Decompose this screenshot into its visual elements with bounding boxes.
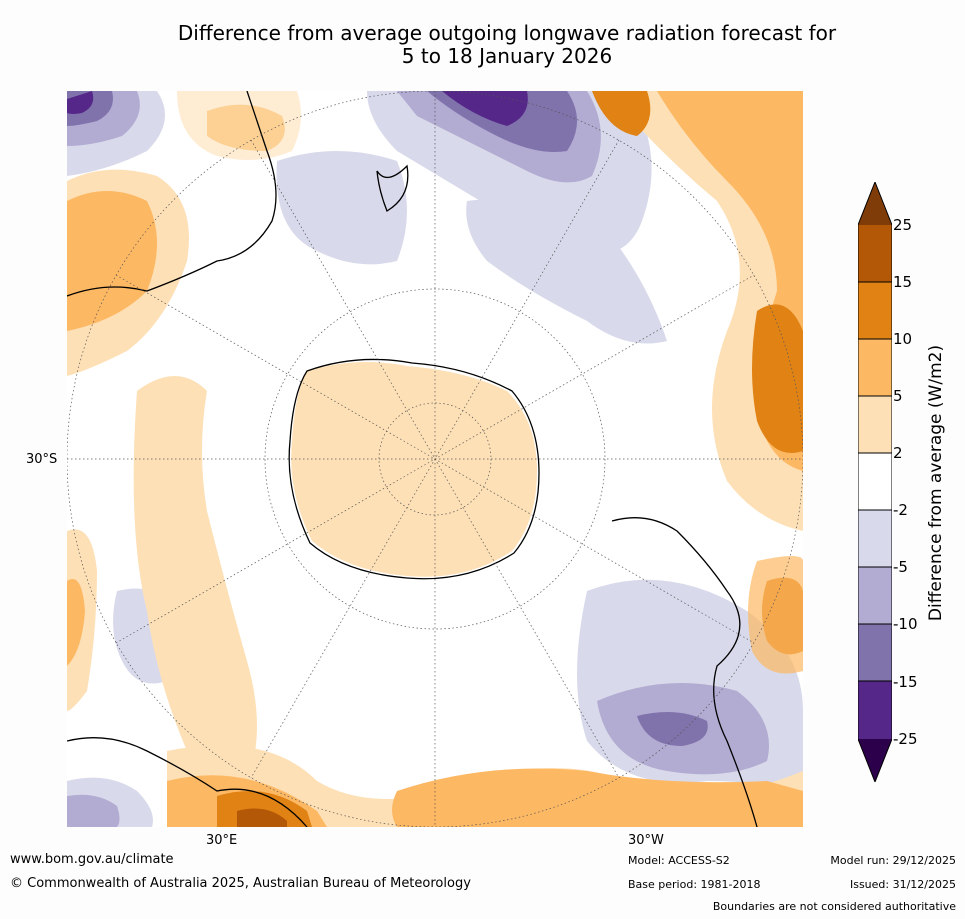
graticule xyxy=(67,91,803,827)
footer-model: Model: ACCESS-S2 xyxy=(628,854,730,867)
lon-label-30e: 30°E xyxy=(206,833,238,848)
colorbar-tick-25: 25 xyxy=(893,216,913,234)
colorbar-tick-10: 10 xyxy=(893,330,913,348)
positive-anomaly-layer xyxy=(67,91,803,827)
colorbar-bin-m15-m25 xyxy=(858,681,892,739)
antarctica-coast xyxy=(288,358,540,580)
colorbar-title: Difference from average (W/m2) xyxy=(926,344,946,622)
colorbar-bin-10-15 xyxy=(858,282,892,339)
purple-region-tasman xyxy=(276,151,407,265)
new-zealand-coast xyxy=(376,164,409,212)
footer-base-period: Base period: 1981-2018 xyxy=(628,878,761,891)
footer-disclaimer: Boundaries are not considered authoritat… xyxy=(712,900,956,913)
australia-coast xyxy=(67,91,277,297)
south-america-coast xyxy=(611,517,758,827)
colorbar xyxy=(858,182,892,782)
colorbar-bin-15-25 xyxy=(858,225,892,282)
colorbar-bin-m5-m10 xyxy=(858,567,892,624)
footer-model-run: Model run: 29/12/2025 xyxy=(830,854,956,867)
footer-issued: Issued: 31/12/2025 xyxy=(849,878,956,891)
olr-anomaly-map xyxy=(67,91,803,827)
parallel-circle-middle xyxy=(264,288,606,630)
footer-copyright: © Commonwealth of Australia 2025, Austra… xyxy=(10,876,471,891)
colorbar-tick-5: 5 xyxy=(893,387,903,405)
colorbar-tick-2: 2 xyxy=(893,444,903,462)
colorbar-bin-5-10 xyxy=(858,339,892,396)
colorbar-tick-m10: -10 xyxy=(893,615,918,633)
colorbar-top-arrow xyxy=(858,182,892,225)
coastlines xyxy=(67,91,758,827)
title-line-1: Difference from average outgoing longwav… xyxy=(177,21,837,45)
lat-label-30s: 30°S xyxy=(26,452,58,467)
orange-region-antarctica xyxy=(291,362,537,577)
lon-label-30w: 30°W xyxy=(628,833,664,848)
orange-region-indian-band xyxy=(133,376,257,783)
colorbar-tick-m2: -2 xyxy=(893,501,908,519)
chart-title: Difference from average outgoing longwav… xyxy=(0,22,965,68)
colorbar-bottom-arrow xyxy=(858,739,892,782)
colorbar-bin-m2-m5 xyxy=(858,510,892,567)
map-panel xyxy=(67,91,803,827)
colorbar-tick-m25: -25 xyxy=(893,730,918,748)
colorbar-tick-m15: -15 xyxy=(893,673,918,691)
footer-url[interactable]: www.bom.gov.au/climate xyxy=(10,852,174,867)
africa-coast xyxy=(67,737,308,827)
colorbar-bin-m10-m15 xyxy=(858,624,892,681)
colorbar-tick-15: 15 xyxy=(893,273,913,291)
colorbar-bin-neutral xyxy=(858,453,892,510)
colorbar-tick-m5: -5 xyxy=(893,558,908,576)
title-line-2: 5 to 18 January 2026 xyxy=(401,44,613,68)
colorbar-bin-2-5 xyxy=(858,396,892,453)
